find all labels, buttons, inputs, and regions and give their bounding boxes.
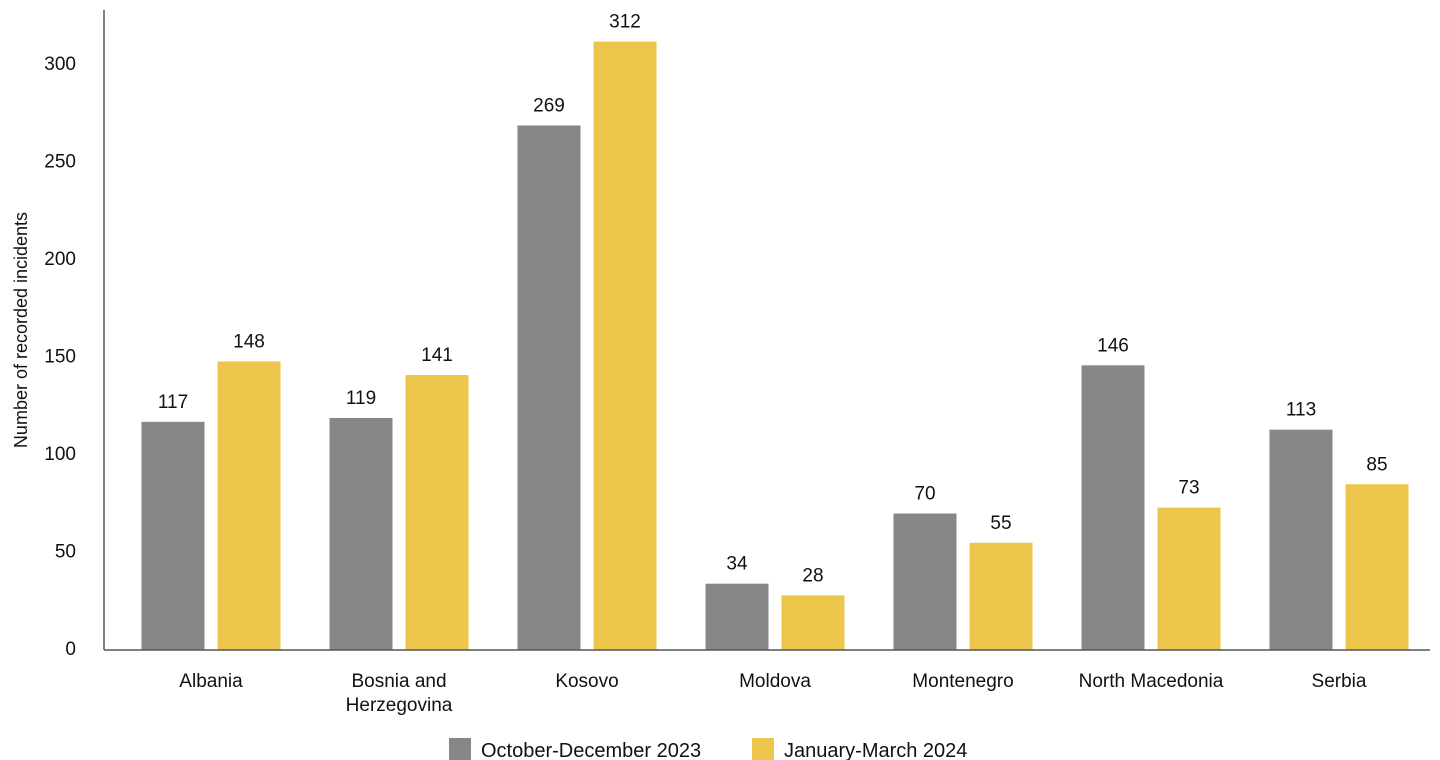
bar-oct-dec-2023 [517,125,581,650]
y-tick-label: 250 [44,152,76,173]
bar-oct-dec-2023 [893,513,957,650]
bar-oct-dec-2023 [1269,429,1333,650]
y-tick-label: 100 [44,444,76,465]
legend: October-December 2023 January-March 2024 [449,738,967,760]
bar-oct-dec-2023 [329,417,393,650]
legend-label: October-December 2023 [481,740,701,760]
y-tick-label: 50 [55,542,76,563]
bar-jan-mar-2024 [969,542,1033,650]
data-label: 28 [802,565,823,586]
data-labels: 117 148 119 141 269 312 34 28 70 55 146 73 113 85 [158,12,1388,587]
data-label: 146 [1097,335,1129,356]
data-label: 117 [158,392,188,413]
bar-jan-mar-2024 [217,361,281,650]
y-axis-title: Number of recorded incidents [11,212,31,448]
x-category-label: Moldova [739,671,811,692]
data-label: 70 [914,484,935,505]
legend-swatch [752,738,774,760]
y-tick-label: 200 [44,249,76,270]
data-label: 73 [1178,478,1199,499]
bar-series [141,41,1409,651]
x-category-label: Herzegovina [346,695,453,716]
axes [103,10,1430,651]
bar-jan-mar-2024 [593,41,657,651]
x-category-label: Montenegro [912,671,1013,692]
data-label: 113 [1286,400,1316,421]
x-category-label: Albania [179,671,243,692]
legend-label: January-March 2024 [784,740,967,760]
bar-jan-mar-2024 [1345,484,1409,650]
data-label: 148 [233,331,265,352]
y-tick-label: 150 [44,347,76,368]
x-category-label: North Macedonia [1079,671,1224,692]
data-label: 55 [990,513,1011,534]
x-category-labels: Albania Bosnia and Herzegovina Kosovo Moldov… [179,671,1367,716]
x-category-label: Serbia [1312,671,1367,692]
bar-jan-mar-2024 [781,595,845,650]
legend-swatch [449,738,471,760]
bar-jan-mar-2024 [1157,507,1221,650]
y-axis-title-group: Number of recorded incidents [11,212,31,448]
data-label: 312 [609,12,641,33]
data-label: 85 [1366,454,1387,475]
data-label: 141 [421,345,453,366]
data-label: 34 [726,554,748,575]
y-tick-labels: 0 50 100 150 200 250 300 [44,54,76,660]
bar-oct-dec-2023 [1081,365,1145,650]
x-category-label: Bosnia and [351,671,446,692]
y-tick-label: 300 [44,54,76,75]
bar-jan-mar-2024 [405,375,469,650]
bar-oct-dec-2023 [705,583,769,650]
data-label: 269 [533,95,565,116]
data-label: 119 [346,388,376,409]
x-category-label: Kosovo [555,671,618,692]
bar-oct-dec-2023 [141,421,205,650]
y-tick-label: 0 [65,639,76,660]
